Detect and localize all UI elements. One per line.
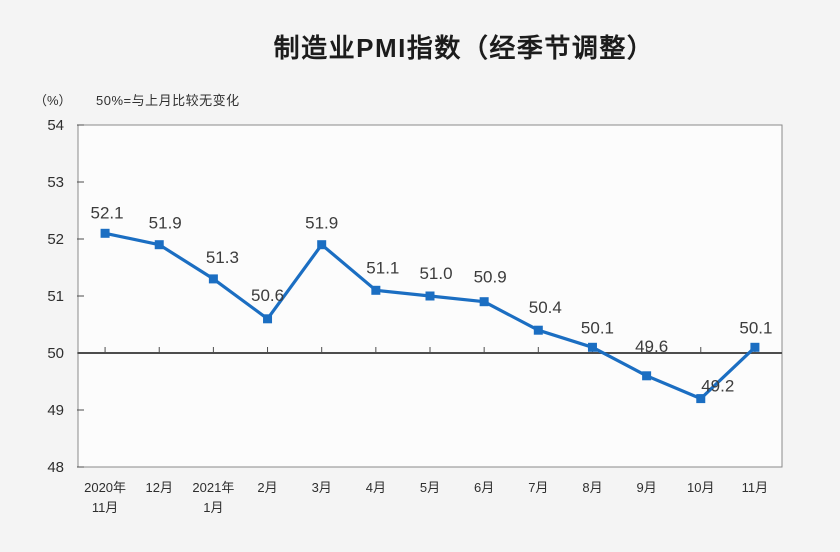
data-point-label: 51.0 [419, 264, 452, 283]
x-axis-label: 11月 [92, 500, 119, 515]
y-axis-label: 49 [47, 402, 64, 419]
data-point-label: 50.9 [474, 268, 507, 287]
y-axis-label: 51 [47, 288, 64, 305]
data-point-label: 51.1 [366, 258, 399, 277]
y-axis-unit-label: （%） [34, 93, 72, 108]
data-point-marker [750, 342, 760, 352]
data-point-marker [317, 240, 327, 250]
x-axis-label: 2021年 [192, 480, 234, 495]
data-point-marker [208, 274, 218, 284]
data-point-label: 51.9 [149, 214, 182, 233]
x-axis-label: 11月 [742, 480, 769, 495]
x-axis-label: 2月 [257, 480, 277, 495]
data-point-label: 51.9 [305, 214, 338, 233]
y-axis-label: 48 [47, 459, 64, 476]
data-point-marker [154, 240, 164, 250]
x-axis-label: 3月 [312, 480, 332, 495]
x-axis-label: 1月 [203, 500, 223, 515]
y-axis-label: 50 [47, 345, 64, 362]
x-axis-label: 4月 [366, 480, 386, 495]
x-axis-label: 12月 [145, 480, 172, 495]
data-point-label: 49.6 [635, 337, 668, 356]
data-point-marker [425, 291, 435, 301]
data-point-label: 51.3 [206, 248, 239, 267]
data-point-label: 50.4 [529, 298, 562, 317]
y-axis-label: 53 [47, 174, 64, 191]
data-point-marker [587, 342, 597, 352]
data-point-marker [100, 228, 110, 238]
data-point-label: 50.1 [581, 318, 614, 337]
data-point-marker [371, 285, 381, 295]
reference-note: 50%=与上月比较无变化 [96, 93, 240, 108]
x-axis-label: 2020年 [84, 480, 126, 495]
data-point-marker [696, 394, 706, 404]
x-axis-label: 6月 [474, 480, 494, 495]
x-axis-label: 7月 [528, 480, 548, 495]
data-point-label: 50.6 [251, 286, 284, 305]
x-axis-label: 5月 [420, 480, 440, 495]
data-point-label: 50.1 [739, 318, 772, 337]
y-axis-label: 54 [47, 117, 64, 134]
data-point-marker [642, 371, 652, 381]
x-axis-label: 10月 [687, 480, 714, 495]
data-point-label: 49.2 [701, 377, 734, 396]
x-axis-label: 8月 [582, 480, 602, 495]
data-point-label: 52.1 [91, 203, 124, 222]
y-axis-label: 52 [47, 231, 64, 248]
data-point-marker [533, 325, 543, 335]
data-point-marker [479, 297, 489, 307]
x-axis-label: 9月 [636, 480, 656, 495]
chart-title: 制造业PMI指数（经季节调整） [273, 33, 655, 63]
data-point-marker [263, 314, 273, 324]
